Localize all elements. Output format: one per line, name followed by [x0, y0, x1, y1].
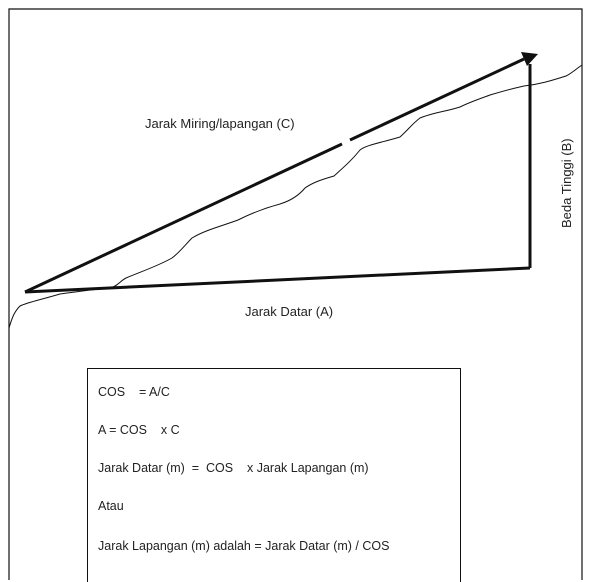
slope-arrow-head — [521, 52, 538, 66]
formula-box: COS = A/C A = COS x C Jarak Datar (m) = … — [87, 368, 461, 582]
height-label: Beda Tinggi (B) — [559, 138, 574, 228]
slope-line-upper — [349, 57, 525, 142]
slope-label: Jarak Miring/lapangan (C) — [145, 116, 295, 131]
formula-line-3: Jarak Datar (m) = COS x Jarak Lapangan (… — [98, 461, 369, 475]
horizontal-label: Jarak Datar (A) — [245, 304, 333, 319]
outer-border — [8, 8, 583, 580]
formula-line-2: A = COS x C — [98, 423, 180, 437]
formula-line-4: Atau — [98, 499, 124, 513]
formula-line-1: COS = A/C — [98, 385, 170, 399]
horizontal-distance-line — [24, 266, 531, 294]
slope-line-lower — [24, 142, 343, 294]
formula-line-5: Jarak Lapangan (m) adalah = Jarak Datar … — [98, 539, 390, 553]
